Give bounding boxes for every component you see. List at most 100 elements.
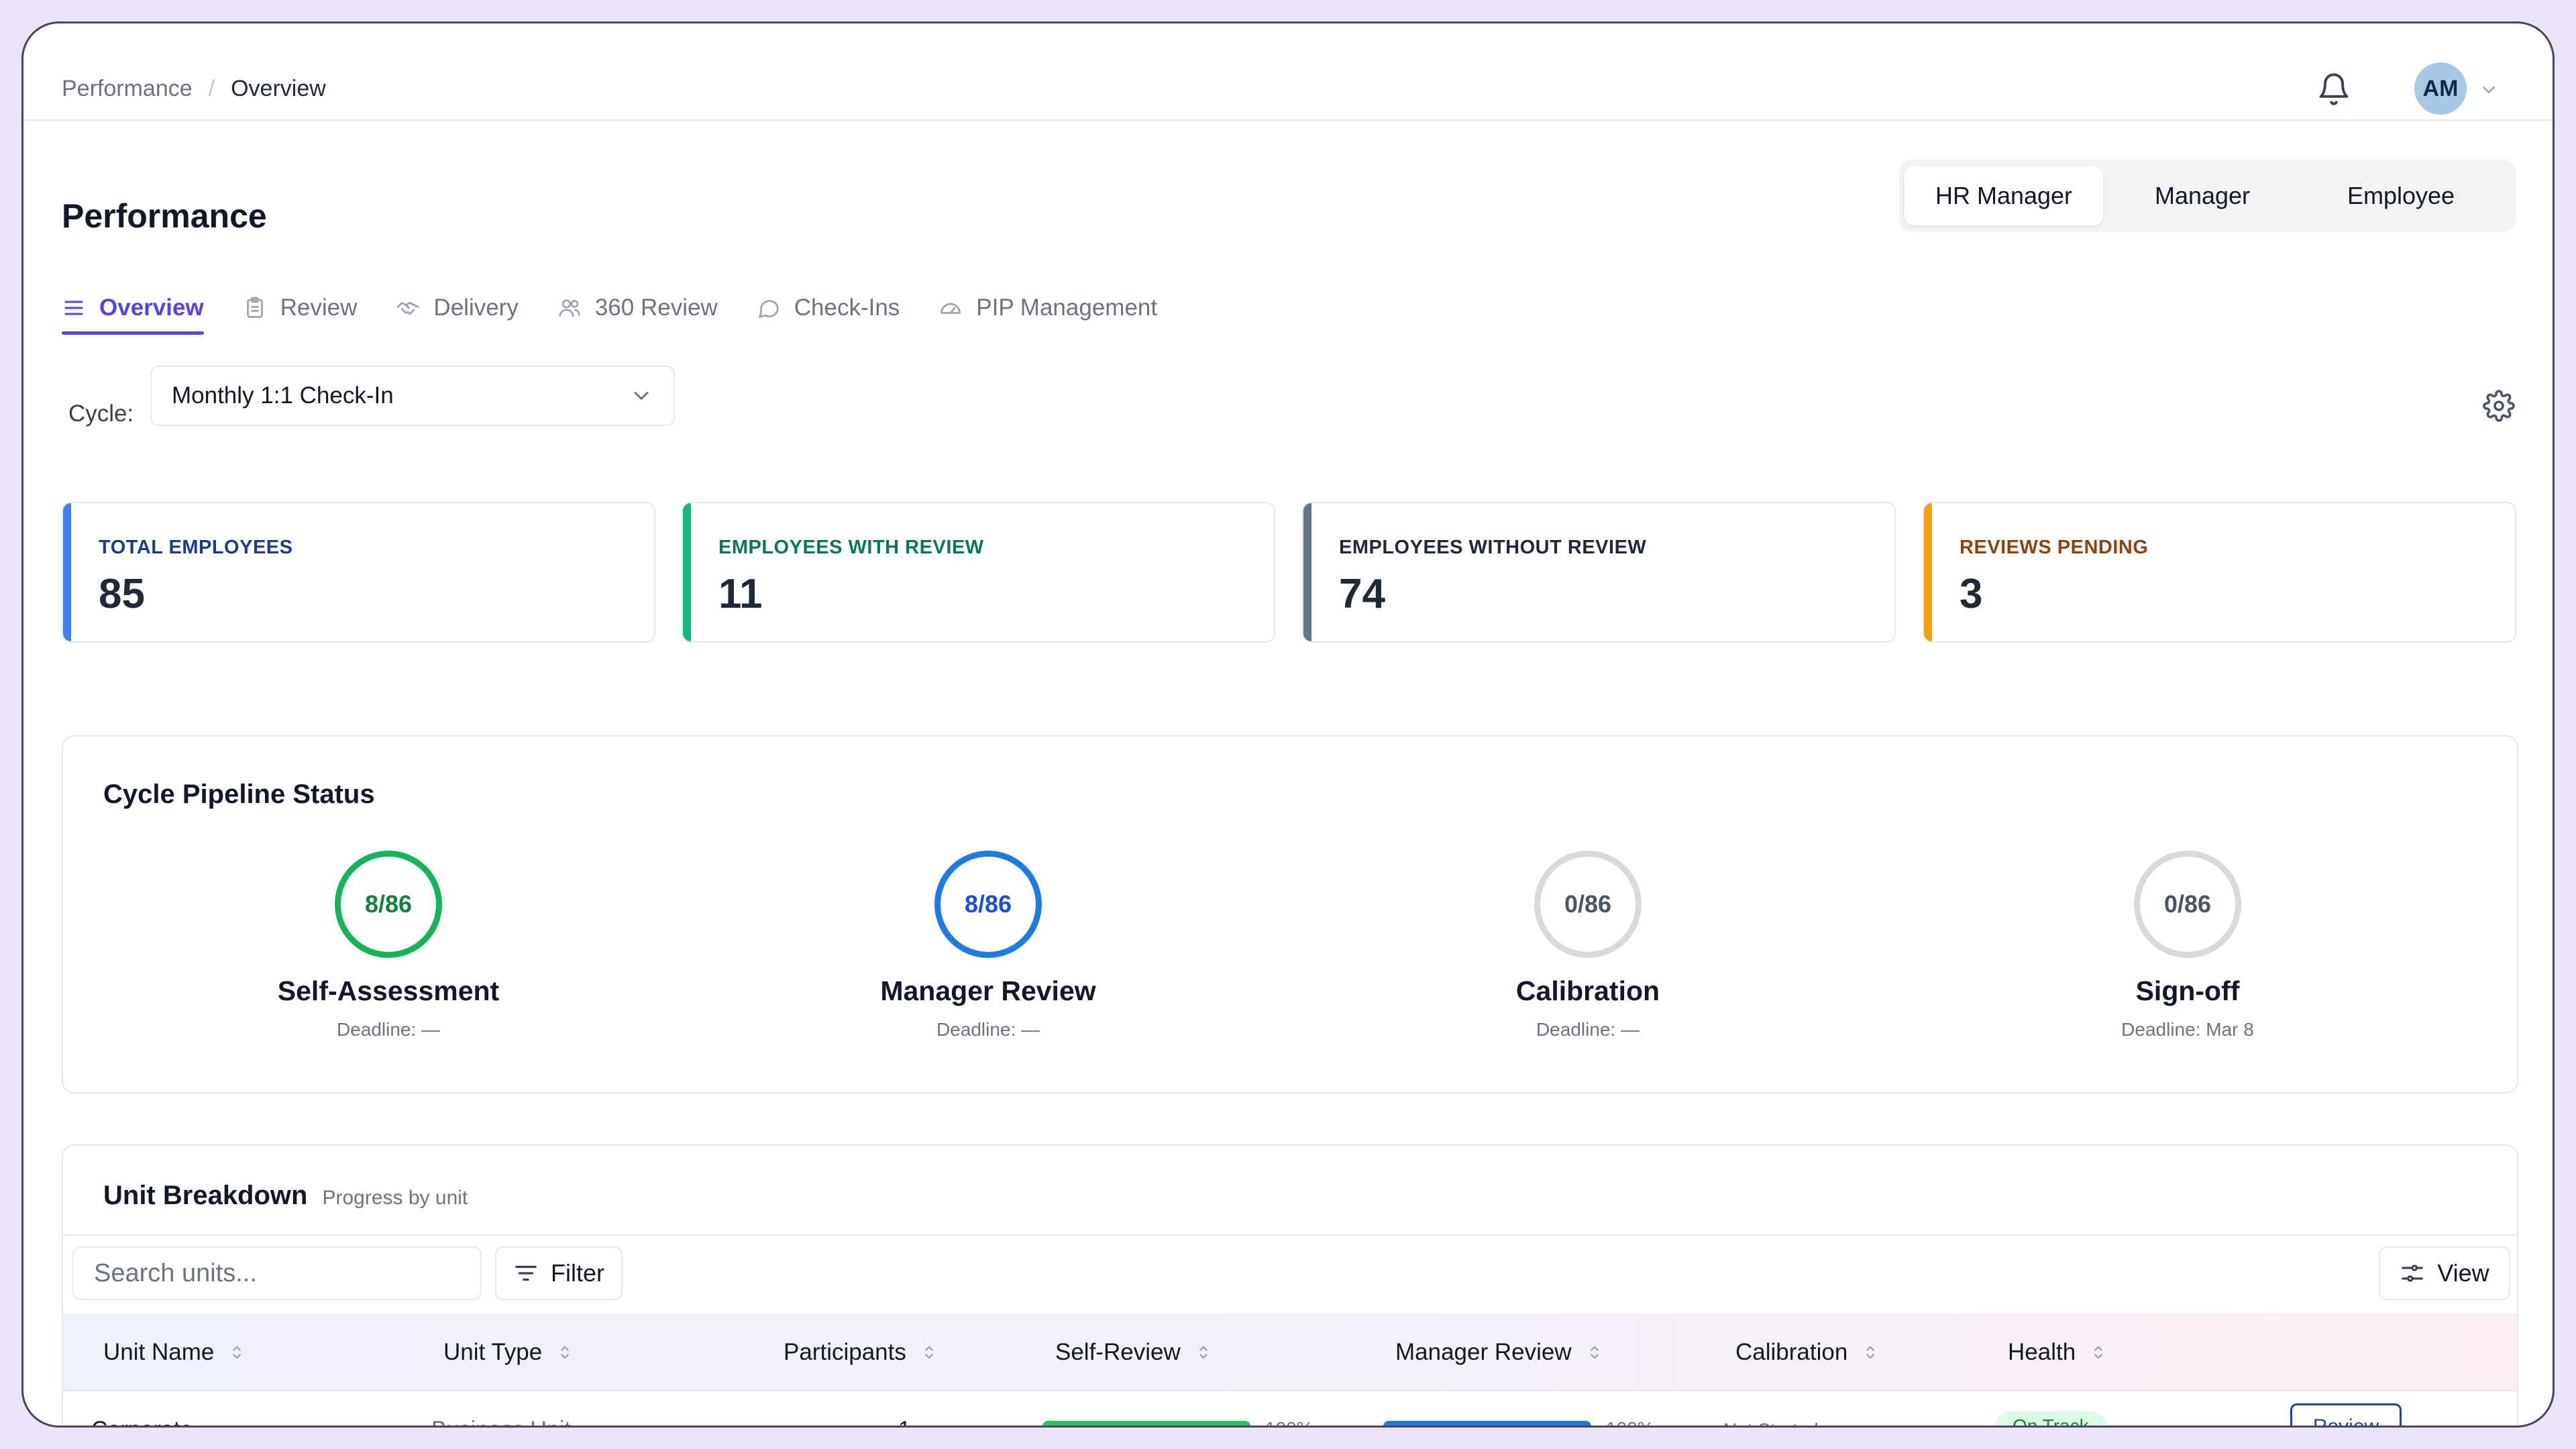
cell-calibration: Not Started — [1723, 1419, 1819, 1426]
chat-bubble-icon — [758, 300, 779, 318]
chevron-down-icon — [634, 392, 649, 400]
self-review-percent: 100% — [1265, 1418, 1313, 1426]
menu-lines-icon — [64, 301, 83, 315]
pipeline-stage-calibration: 0/86 Calibration Deadline: — — [1387, 851, 1789, 1040]
column-label: Self-Review — [1055, 1339, 1181, 1365]
stat-card-total-employees: TOTAL EMPLOYEES 85 — [62, 502, 655, 643]
sort-icon — [1199, 1346, 1208, 1359]
column-label: Participants — [784, 1339, 906, 1365]
table-row[interactable]: Corporate Business Unit 1 100% 100% Not … — [63, 1391, 2517, 1426]
cell-unit-name: Corporate — [91, 1417, 193, 1426]
unit-breakdown-header: Unit Breakdown Progress by unit — [103, 1181, 468, 1211]
bell-icon[interactable] — [2316, 72, 2351, 107]
stage-name: Sign-off — [2135, 975, 2240, 1006]
column-header-self-review[interactable]: Self-Review — [1055, 1339, 1213, 1366]
tab-review[interactable]: Review — [243, 289, 358, 327]
clipboard-icon — [246, 297, 263, 318]
progress-ring: 8/86 — [335, 851, 442, 958]
stat-value: 3 — [1960, 571, 1983, 617]
tab-review-label: Review — [280, 294, 358, 321]
progress-ring: 8/86 — [934, 851, 1042, 958]
cycle-select-value: Monthly 1:1 Check-In — [172, 382, 394, 409]
pipeline-stage-self-assessment: 8/86 Self-Assessment Deadline: — — [187, 851, 590, 1040]
unit-breakdown-title: Unit Breakdown — [103, 1181, 308, 1210]
column-header-unit-type[interactable]: Unit Type — [443, 1339, 574, 1366]
stat-label: EMPLOYEES WITH REVIEW — [718, 537, 984, 558]
health-status-badge: On Track — [1995, 1411, 2106, 1426]
cell-participants: 1 — [898, 1417, 911, 1426]
filter-button-label: Filter — [551, 1259, 604, 1287]
column-header-manager-review[interactable]: Manager Review — [1395, 1339, 1604, 1366]
unit-breakdown-subtitle: Progress by unit — [322, 1187, 468, 1209]
search-units-input[interactable] — [72, 1246, 482, 1300]
view-button[interactable]: View — [2379, 1246, 2510, 1300]
stage-deadline: Deadline: — — [336, 1019, 441, 1040]
chevron-down-icon[interactable] — [2479, 80, 2499, 100]
column-header-health[interactable]: Health — [2008, 1339, 2108, 1366]
unit-breakdown-card: Unit Breakdown Progress by unit Filter V… — [62, 1144, 2518, 1426]
role-manager-button[interactable]: Manager — [2154, 182, 2251, 209]
sort-icon — [233, 1346, 241, 1359]
cycle-select[interactable]: Monthly 1:1 Check-In — [150, 366, 675, 426]
tab-bar: Overview Review Delivery 360 Review Chec… — [62, 289, 1196, 336]
breadcrumb-separator: / — [208, 76, 215, 101]
tab-overview[interactable]: Overview — [62, 289, 204, 335]
stage-deadline: Deadline: Mar 8 — [2121, 1019, 2254, 1040]
stat-label: TOTAL EMPLOYEES — [99, 537, 293, 558]
tab-pip-management[interactable]: PIP Management — [938, 289, 1157, 327]
pipeline-stage-manager-review: 8/86 Manager Review Deadline: — — [787, 851, 1189, 1040]
gauge-icon — [941, 303, 961, 314]
breadcrumb-current: Overview — [231, 76, 326, 101]
breadcrumb-parent[interactable]: Performance — [62, 76, 193, 101]
stat-value: 74 — [1339, 571, 1385, 617]
tab-overview-label: Overview — [99, 294, 204, 321]
stat-value: 11 — [718, 571, 763, 617]
users-icon — [559, 299, 580, 317]
gear-icon[interactable] — [2483, 390, 2515, 422]
column-header-calibration[interactable]: Calibration — [1735, 1339, 1880, 1366]
cell-unit-type: Business Unit — [431, 1417, 571, 1426]
stage-deadline: Deadline: — — [1536, 1019, 1640, 1040]
review-button[interactable]: Review — [2290, 1403, 2402, 1426]
breadcrumb: Performance / Overview — [62, 76, 326, 102]
pipeline-stage-sign-off: 0/86 Sign-off Deadline: Mar 8 — [1986, 851, 2389, 1040]
cycle-pipeline-card: Cycle Pipeline Status 8/86 Self-Assessme… — [62, 735, 2518, 1093]
sliders-icon — [2402, 1265, 2424, 1282]
column-header-unit-name[interactable]: Unit Name — [103, 1339, 246, 1366]
tab-pip-management-label: PIP Management — [976, 294, 1158, 321]
role-switch: HR Manager Manager Employee — [1899, 160, 2516, 232]
tab-360-review-label: 360 Review — [594, 294, 718, 321]
handshake-icon — [397, 302, 419, 315]
stage-name: Manager Review — [880, 975, 1096, 1006]
sort-icon — [1866, 1346, 1875, 1359]
tab-check-ins-label: Check-Ins — [794, 294, 900, 321]
role-hr-manager-button[interactable]: HR Manager — [1904, 166, 2103, 225]
page-title: Performance — [62, 197, 267, 235]
filter-button[interactable]: Filter — [495, 1246, 623, 1300]
tab-check-ins[interactable]: Check-Ins — [757, 289, 900, 327]
self-review-progress-bar — [1042, 1421, 1250, 1426]
role-employee-button[interactable]: Employee — [2347, 182, 2455, 209]
stat-label: REVIEWS PENDING — [1960, 537, 2149, 558]
stat-card-employees-with-review: EMPLOYEES WITH REVIEW 11 — [682, 502, 1275, 643]
tab-360-review[interactable]: 360 Review — [557, 289, 718, 327]
stat-label: EMPLOYEES WITHOUT REVIEW — [1339, 537, 1647, 558]
sort-icon — [2094, 1346, 2103, 1359]
stage-deadline: Deadline: — — [936, 1019, 1040, 1040]
sort-icon — [561, 1346, 570, 1359]
sort-icon — [1590, 1346, 1599, 1359]
view-button-label: View — [2437, 1259, 2489, 1287]
cycle-label: Cycle: — [68, 400, 134, 427]
filter-icon — [515, 1265, 537, 1281]
progress-ring: 0/86 — [2134, 851, 2241, 958]
stat-value: 85 — [99, 571, 145, 617]
sort-icon — [925, 1346, 933, 1359]
table-header: Unit Name Unit Type Participants Self-Re… — [63, 1313, 2517, 1391]
column-label: Manager Review — [1395, 1339, 1572, 1365]
column-header-participants[interactable]: Participants — [784, 1339, 938, 1366]
tab-delivery[interactable]: Delivery — [396, 289, 519, 327]
column-label: Calibration — [1735, 1339, 1848, 1365]
avatar[interactable]: AM — [2414, 62, 2467, 115]
stat-card-reviews-pending: REVIEWS PENDING 3 — [1923, 502, 2516, 643]
tab-delivery-label: Delivery — [433, 294, 519, 321]
